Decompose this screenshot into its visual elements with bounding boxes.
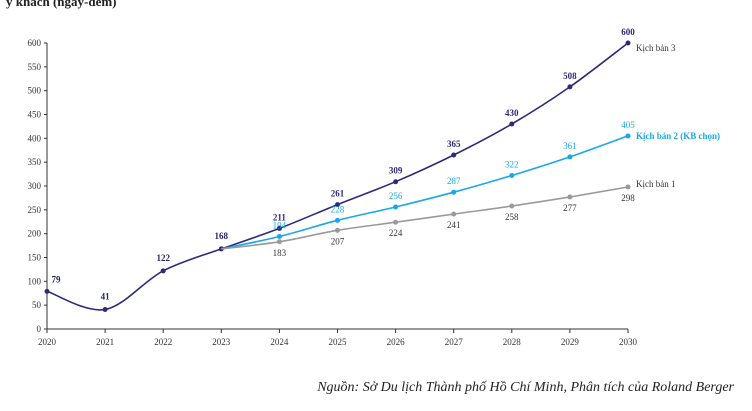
x-tick-label: 2028 (503, 337, 522, 347)
data-label-scenario2: 322 (505, 160, 519, 170)
x-tick-label: 2021 (96, 337, 114, 347)
data-label-scenario3: 365 (447, 139, 461, 149)
data-label-history: 41 (101, 291, 111, 301)
x-tick-label: 2026 (387, 337, 406, 347)
y-tick-label: 600 (28, 38, 42, 48)
data-point-scenario2 (393, 204, 399, 210)
data-label-history: 122 (156, 253, 170, 263)
series-name-label-scenario1: Kịch bản 1 (636, 179, 676, 189)
series-name-label-scenario2: Kịch bản 2 (KB chọn) (636, 131, 720, 141)
scenario-line-chart: 0 50 100 150 200 250 300 350 400 450 500 550 600 2020… (28, 27, 721, 347)
data-label-scenario3: 430 (505, 108, 519, 118)
y-tick-label: 150 (28, 253, 42, 263)
data-point-history (160, 268, 166, 274)
data-label-scenario1: 277 (563, 203, 577, 213)
data-point-scenario1 (509, 203, 515, 209)
x-tick-label: 2023 (212, 337, 231, 347)
x-tick-label: 2029 (561, 337, 580, 347)
data-label-scenario3: 508 (563, 71, 577, 81)
y-tick-label: 500 (28, 86, 42, 96)
data-label-scenario1: 258 (505, 212, 519, 222)
y-tick-label: 350 (28, 157, 42, 167)
data-point-history (102, 306, 108, 312)
y-tick-label: 100 (28, 276, 42, 286)
data-point-scenario2 (335, 217, 340, 223)
data-label-scenario2: 287 (447, 176, 461, 186)
data-point-scenario1 (567, 194, 573, 200)
series-line-history (46, 248, 222, 311)
series-line-scenario2 (221, 135, 629, 250)
data-label-scenario3: 600 (621, 27, 635, 37)
data-point-scenario2 (625, 133, 631, 139)
data-point-scenario1 (276, 239, 282, 245)
y-tick-label: 550 (28, 62, 42, 72)
chart-header-fragment: ỳ khách (ngày-đêm) (6, 0, 117, 9)
x-tick-label: 2025 (329, 337, 348, 347)
data-label-history: 79 (52, 274, 62, 284)
x-tick-label: 2022 (154, 337, 172, 347)
data-label-scenario1: 241 (447, 220, 461, 230)
data-point-scenario3 (625, 40, 631, 46)
source-note: Nguồn: Sở Du lịch Thành phố Hồ Chí Minh,… (317, 380, 734, 395)
data-label-scenario2: 361 (563, 141, 577, 151)
x-tick-label: 2024 (270, 337, 289, 347)
data-label-scenario2: 228 (331, 204, 345, 214)
data-point-scenario3 (393, 179, 399, 185)
data-label-scenario1: 207 (331, 236, 345, 246)
data-label-scenario1: 298 (621, 193, 635, 203)
y-tick-label: 250 (28, 205, 42, 215)
data-point-scenario3 (451, 152, 457, 158)
data-point-scenario1 (335, 227, 340, 233)
data-label-scenario3: 261 (331, 189, 345, 199)
y-tick-label: 400 (28, 133, 42, 143)
data-label-scenario3: 309 (389, 166, 403, 176)
data-point-scenario3 (276, 225, 282, 231)
x-tick-label: 2020 (38, 337, 57, 347)
y-tick-label: 300 (28, 181, 42, 191)
x-tick-label: 2030 (619, 337, 638, 347)
series-line-scenario1 (221, 186, 629, 250)
data-point-scenario3 (335, 202, 340, 208)
data-label-scenario2: 256 (389, 191, 403, 201)
data-point-scenario1 (451, 211, 457, 217)
data-point-scenario2 (567, 154, 573, 160)
y-tick-label: 0 (37, 324, 42, 334)
x-tick-label: 2027 (445, 337, 464, 347)
data-label-history: 168 (215, 231, 229, 241)
data-point-history (44, 288, 50, 294)
data-point-scenario3 (567, 84, 573, 90)
y-tick-label: 200 (28, 229, 42, 239)
data-label-scenario1: 224 (389, 228, 403, 238)
data-point-scenario1 (625, 184, 631, 190)
data-point-scenario2 (276, 234, 282, 240)
data-label-scenario2: 405 (621, 120, 635, 130)
data-label-scenario2: 194 (273, 221, 287, 231)
data-point-scenario1 (393, 219, 399, 225)
data-point-scenario3 (509, 121, 515, 127)
y-tick-label: 450 (28, 110, 42, 120)
series-name-label-scenario3: Kịch bản 3 (636, 43, 676, 53)
data-point-scenario2 (509, 173, 515, 179)
data-label-scenario3: 211 (273, 212, 287, 222)
y-tick-label: 50 (32, 300, 42, 310)
data-point-scenario2 (451, 189, 457, 195)
data-label-scenario1: 183 (273, 248, 287, 258)
